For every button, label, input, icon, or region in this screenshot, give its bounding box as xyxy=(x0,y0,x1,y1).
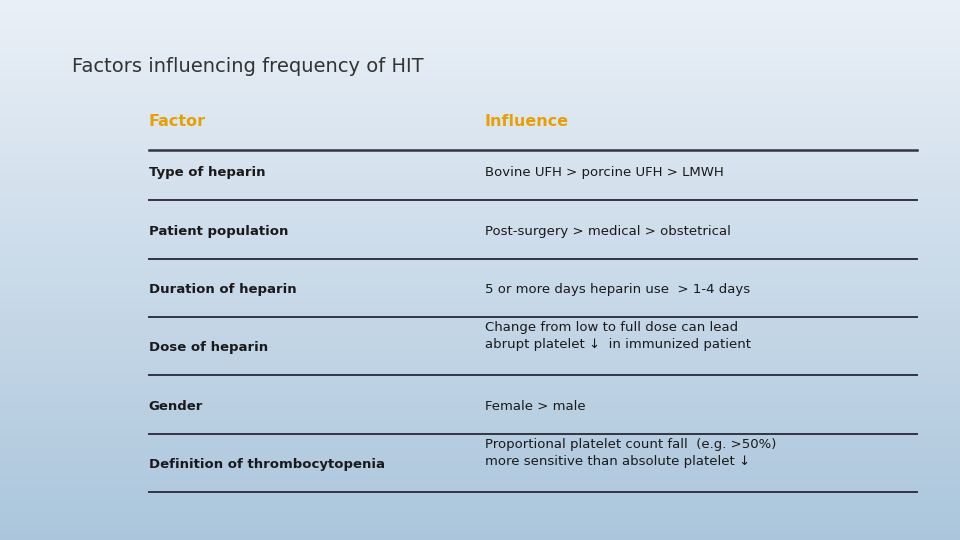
Text: Change from low to full dose can lead
abrupt platelet ↓  in immunized patient: Change from low to full dose can lead ab… xyxy=(485,321,751,351)
Text: Dose of heparin: Dose of heparin xyxy=(149,341,268,354)
Text: Proportional platelet count fall  (e.g. >50%)
more sensitive than absolute plate: Proportional platelet count fall (e.g. >… xyxy=(485,437,777,468)
Text: Influence: Influence xyxy=(485,114,569,129)
Text: Type of heparin: Type of heparin xyxy=(149,166,265,179)
Text: Factor: Factor xyxy=(149,114,206,129)
Text: Duration of heparin: Duration of heparin xyxy=(149,283,297,296)
Text: Patient population: Patient population xyxy=(149,225,288,238)
Text: Definition of thrombocytopenia: Definition of thrombocytopenia xyxy=(149,458,385,471)
Text: 5 or more days heparin use  > 1-4 days: 5 or more days heparin use > 1-4 days xyxy=(485,283,750,296)
Text: Gender: Gender xyxy=(149,400,204,413)
Text: Factors influencing frequency of HIT: Factors influencing frequency of HIT xyxy=(72,57,423,76)
Text: Post-surgery > medical > obstetrical: Post-surgery > medical > obstetrical xyxy=(485,225,731,238)
Text: Bovine UFH > porcine UFH > LMWH: Bovine UFH > porcine UFH > LMWH xyxy=(485,166,724,179)
Text: Female > male: Female > male xyxy=(485,400,586,413)
